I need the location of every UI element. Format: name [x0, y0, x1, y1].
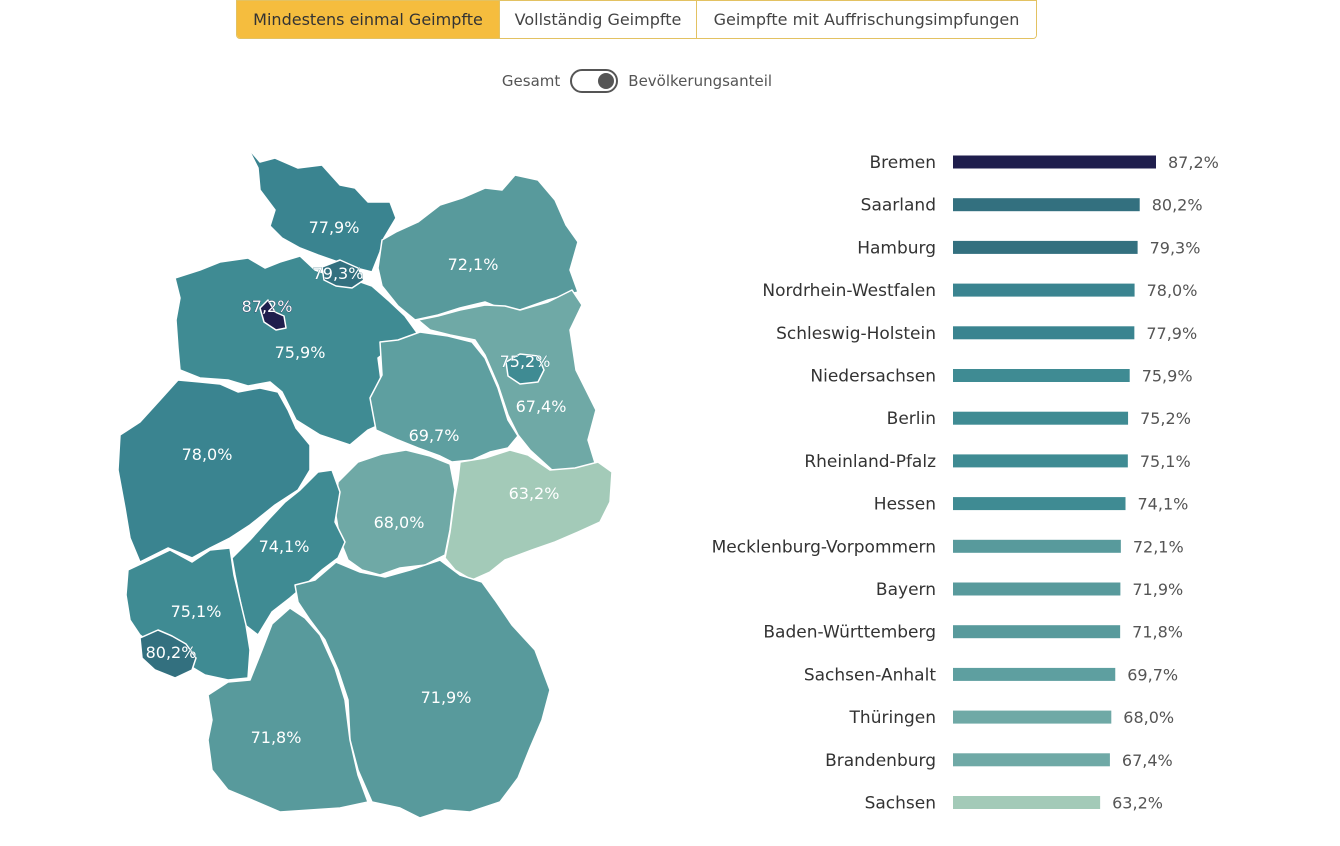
bar-value-schleswig-holstein: 77,9% [1146, 324, 1197, 343]
bar-value-saarland: 80,2% [1152, 196, 1203, 215]
bar-label-rheinland-pfalz: Rheinland-Pfalz [804, 452, 936, 472]
bar-rheinland-pfalz[interactable] [953, 454, 1128, 468]
map-region-hamburg[interactable] [321, 259, 365, 289]
bar-hessen[interactable] [953, 497, 1126, 511]
bar-schleswig-holstein[interactable] [953, 326, 1135, 340]
bar-value-thueringen: 68,0% [1123, 708, 1174, 727]
bar-value-rheinland-pfalz: 75,1% [1140, 452, 1191, 471]
bar-value-berlin: 75,2% [1140, 409, 1191, 428]
bar-label-sachsen-anhalt: Sachsen-Anhalt [804, 665, 936, 685]
map-region-sachsen-anhalt[interactable] [369, 331, 519, 463]
map-label-bayern: 71,9% [421, 688, 472, 707]
map-label-nordrhein-westfalen: 78,0% [182, 445, 233, 464]
bar-label-hamburg: Hamburg [857, 238, 936, 258]
map-region-niedersachsen[interactable] [174, 255, 419, 446]
toggle-knob [598, 73, 615, 89]
state-bar-chart: Bremen 87,2% Saarland 80,2% Hamburg 79,3% Nord… [712, 153, 1219, 814]
bar-label-hessen: Hessen [874, 495, 936, 515]
tab-at-least-once-vaccinated[interactable]: Mindestens einmal Geimpfte [237, 1, 499, 38]
map-region-bayern[interactable] [294, 559, 551, 819]
bar-brandenburg[interactable] [953, 753, 1110, 767]
bar-nordrhein-westfalen[interactable] [953, 283, 1135, 297]
bar-value-hessen: 74,1% [1138, 495, 1189, 514]
bar-label-berlin: Berlin [887, 409, 936, 429]
map-label-sachsen-anhalt: 69,7% [409, 426, 460, 445]
display-mode-toggle-row: Gesamt Bevölkerungsanteil [0, 68, 1274, 94]
map-label-bremen: 87,2% [242, 297, 293, 316]
map-label-hamburg: 79,3% [313, 264, 364, 283]
bar-value-sachsen: 63,2% [1112, 794, 1163, 813]
bar-label-sachsen: Sachsen [865, 794, 936, 814]
metric-tabs: Mindestens einmal Geimpfte Vollständig G… [236, 0, 1037, 39]
map-label-niedersachsen: 75,9% [275, 343, 326, 362]
bar-baden-wuerttemberg[interactable] [953, 625, 1121, 639]
bar-berlin[interactable] [953, 411, 1129, 425]
map-label-rheinland-pfalz: 75,1% [171, 602, 222, 621]
bar-value-hamburg: 79,3% [1150, 238, 1201, 257]
bar-value-brandenburg: 67,4% [1122, 751, 1173, 770]
map-region-berlin[interactable] [505, 353, 545, 385]
bar-sachsen-anhalt[interactable] [953, 667, 1116, 681]
bar-label-niedersachsen: Niedersachsen [810, 367, 936, 387]
map-label-schleswig-holstein: 77,9% [309, 218, 360, 237]
toggle-label-population-share: Bevölkerungsanteil [628, 72, 773, 90]
map-region-thueringen[interactable] [334, 449, 456, 576]
map-label-brandenburg: 67,4% [516, 397, 567, 416]
bar-hamburg[interactable] [953, 240, 1138, 254]
bar-label-bayern: Bayern [876, 580, 936, 600]
bar-label-nordrhein-westfalen: Nordrhein-Westfalen [762, 281, 936, 301]
toggle-label-total: Gesamt [501, 72, 561, 90]
bar-label-bremen: Bremen [869, 153, 936, 173]
population-share-toggle[interactable] [570, 69, 619, 93]
map-label-baden-wuerttemberg: 71,8% [251, 728, 302, 747]
map-label-berlin: 75,2% [500, 352, 551, 371]
map-label-hessen: 74,1% [259, 537, 310, 556]
bar-value-niedersachsen: 75,9% [1142, 367, 1193, 386]
bar-value-bremen: 87,2% [1168, 153, 1219, 172]
bar-mecklenburg-vorpommern[interactable] [953, 539, 1121, 553]
map-label-mecklenburg-vorpommern: 72,1% [448, 255, 499, 274]
bar-label-thueringen: Thüringen [849, 708, 936, 728]
bar-value-mecklenburg-vorpommern: 72,1% [1133, 537, 1184, 556]
tab-fully-vaccinated[interactable]: Vollständig Geimpfte [499, 1, 696, 38]
bar-label-baden-wuerttemberg: Baden-Württemberg [763, 623, 936, 643]
germany-state-map: 77,9% 72,1% 75,9% 67,4% 69,7% 78,0% 63,2% 68,0%… [117, 147, 613, 819]
map-label-sachsen: 63,2% [509, 484, 560, 503]
bar-saarland[interactable] [953, 198, 1140, 212]
bar-label-saarland: Saarland [861, 196, 936, 216]
map-region-bremen[interactable] [259, 299, 287, 331]
map-region-mecklenburg-vorpommern[interactable] [377, 174, 579, 321]
bar-bayern[interactable] [953, 582, 1121, 596]
map-region-brandenburg[interactable] [417, 289, 597, 471]
bar-value-bayern: 71,9% [1132, 580, 1183, 599]
map-region-schleswig-holstein[interactable] [247, 147, 397, 273]
bar-value-sachsen-anhalt: 69,7% [1127, 665, 1178, 684]
bar-sachsen[interactable] [953, 796, 1101, 809]
bar-niedersachsen[interactable] [953, 369, 1130, 382]
map-region-saarland[interactable] [139, 629, 197, 679]
map-region-nordrhein-westfalen[interactable] [117, 379, 311, 563]
bar-bremen[interactable] [953, 155, 1156, 169]
map-region-baden-wuerttemberg[interactable] [207, 607, 369, 813]
bar-label-schleswig-holstein: Schleswig-Holstein [776, 324, 936, 344]
map-label-thueringen: 68,0% [374, 513, 425, 532]
map-region-sachsen[interactable] [444, 449, 613, 581]
map-label-saarland: 80,2% [146, 643, 197, 662]
bar-thueringen[interactable] [953, 710, 1112, 724]
bar-label-brandenburg: Brandenburg [825, 751, 936, 771]
tab-booster-vaccinated[interactable]: Geimpfte mit Auffrischungsimpfungen [696, 1, 1036, 38]
bar-label-mecklenburg-vorpommern: Mecklenburg-Vorpommern [712, 537, 936, 557]
bar-value-nordrhein-westfalen: 78,0% [1147, 281, 1198, 300]
bar-value-baden-wuerttemberg: 71,8% [1132, 623, 1183, 642]
